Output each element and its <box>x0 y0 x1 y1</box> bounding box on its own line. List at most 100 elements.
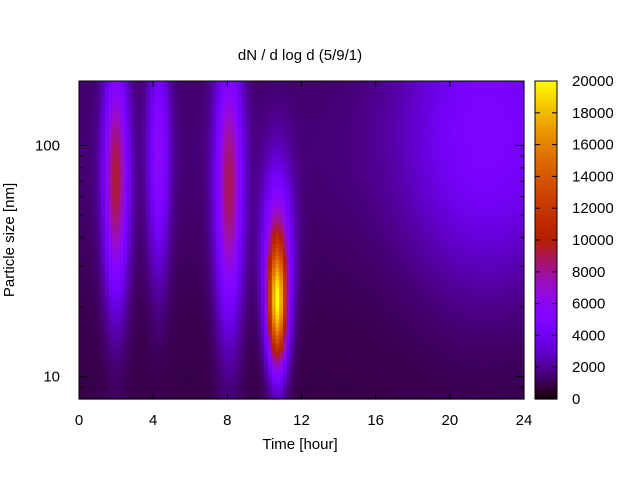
heatmap-cell <box>175 355 180 360</box>
heatmap-cell <box>97 228 102 233</box>
heatmap-cell <box>193 128 199 134</box>
heatmap-cell <box>168 315 173 321</box>
heatmap-cell <box>253 188 258 193</box>
heatmap-cell <box>79 152 84 158</box>
heatmap-cell <box>153 220 158 225</box>
heatmap-cell <box>234 88 240 94</box>
heatmap-cell <box>90 172 95 178</box>
heatmap-cell <box>257 343 262 348</box>
heatmap-cell <box>134 232 139 237</box>
heatmap-cell <box>134 383 139 388</box>
heatmap-cell <box>231 275 236 281</box>
heatmap-cell <box>127 247 132 253</box>
heatmap-cell <box>175 112 180 118</box>
heatmap-cell <box>156 108 162 114</box>
heatmap-cell <box>286 240 291 245</box>
heatmap-cell <box>260 228 266 233</box>
heatmap-cell <box>142 240 147 245</box>
heatmap-cell <box>127 180 132 185</box>
heatmap-cell <box>153 279 158 285</box>
heatmap-cell <box>142 259 147 265</box>
heatmap-cell <box>156 104 162 110</box>
heatmap-cell <box>149 375 154 380</box>
heatmap-cell <box>249 391 254 396</box>
heatmap-cell <box>86 315 91 321</box>
heatmap-cell <box>134 156 139 162</box>
heatmap-cell <box>101 240 106 245</box>
heatmap-cell <box>179 128 184 134</box>
heatmap-cell <box>197 271 202 277</box>
heatmap-cell <box>197 291 202 297</box>
heatmap-cell <box>257 172 262 178</box>
heatmap-cell <box>301 307 306 313</box>
heatmap-cell <box>175 259 180 265</box>
heatmap-cell <box>97 319 102 325</box>
heatmap-cell <box>93 287 99 293</box>
heatmap-cell <box>142 383 147 388</box>
heatmap-cell <box>112 220 117 225</box>
heatmap-cell <box>223 144 228 150</box>
heatmap-cell <box>264 263 269 269</box>
heatmap-cell <box>201 204 206 209</box>
heatmap-cell <box>108 275 113 281</box>
heatmap-cell <box>93 112 99 118</box>
heatmap-cell <box>286 267 291 273</box>
heatmap-cell <box>190 132 195 138</box>
heatmap-cell <box>301 255 306 261</box>
heatmap-cell <box>212 255 217 261</box>
heatmap-cell <box>145 148 151 154</box>
heatmap-cell <box>223 184 228 189</box>
heatmap-cell <box>264 148 269 154</box>
heatmap-cell <box>260 180 266 185</box>
heatmap-cell <box>153 335 158 340</box>
heatmap-cell <box>164 208 169 213</box>
heatmap-cell <box>119 319 125 325</box>
heatmap-cell <box>142 375 147 380</box>
heatmap-cell <box>112 387 117 392</box>
heatmap-cell <box>97 303 102 309</box>
heatmap-cell <box>130 251 136 257</box>
heatmap-cell <box>138 164 143 170</box>
heatmap-cell <box>186 279 191 285</box>
heatmap-cell <box>116 267 121 273</box>
heatmap-cell <box>208 299 214 305</box>
heatmap-cell <box>212 196 217 201</box>
heatmap-cell <box>123 343 128 348</box>
heatmap-cell <box>242 132 247 138</box>
heatmap-cell <box>79 168 84 174</box>
heatmap-cell <box>294 343 299 348</box>
heatmap-cell <box>93 96 99 102</box>
heatmap-cell <box>171 311 177 317</box>
heatmap-cell <box>127 120 132 126</box>
heatmap-cell <box>275 243 280 249</box>
heatmap-cell <box>290 240 295 245</box>
heatmap-cell <box>257 124 262 130</box>
heatmap-cell <box>175 307 180 313</box>
heatmap-cell <box>175 279 180 285</box>
heatmap-cell <box>164 247 169 253</box>
heatmap-cell <box>116 188 121 193</box>
heatmap-cell <box>127 232 132 237</box>
heatmap-cell <box>82 307 88 313</box>
heatmap-cell <box>227 144 232 150</box>
heatmap-cell <box>282 124 288 130</box>
heatmap-cell <box>271 140 277 146</box>
heatmap-cell <box>201 323 206 329</box>
heatmap-cell <box>134 311 139 317</box>
heatmap-cell <box>257 240 262 245</box>
heatmap-cell <box>253 387 258 392</box>
heatmap-cell <box>297 307 303 313</box>
heatmap-cell <box>130 263 136 269</box>
heatmap-cell <box>86 224 91 229</box>
heatmap-cell <box>242 319 247 325</box>
heatmap-cell <box>308 204 314 209</box>
heatmap-cell <box>216 271 221 277</box>
heatmap-cell <box>231 279 236 285</box>
heatmap-cell <box>260 303 266 309</box>
heatmap-cell <box>108 236 113 241</box>
heatmap-cell <box>201 188 206 193</box>
heatmap-cell <box>227 164 232 170</box>
heatmap-cell <box>282 307 288 313</box>
heatmap-cell <box>216 140 221 146</box>
heatmap-cell <box>127 263 132 269</box>
